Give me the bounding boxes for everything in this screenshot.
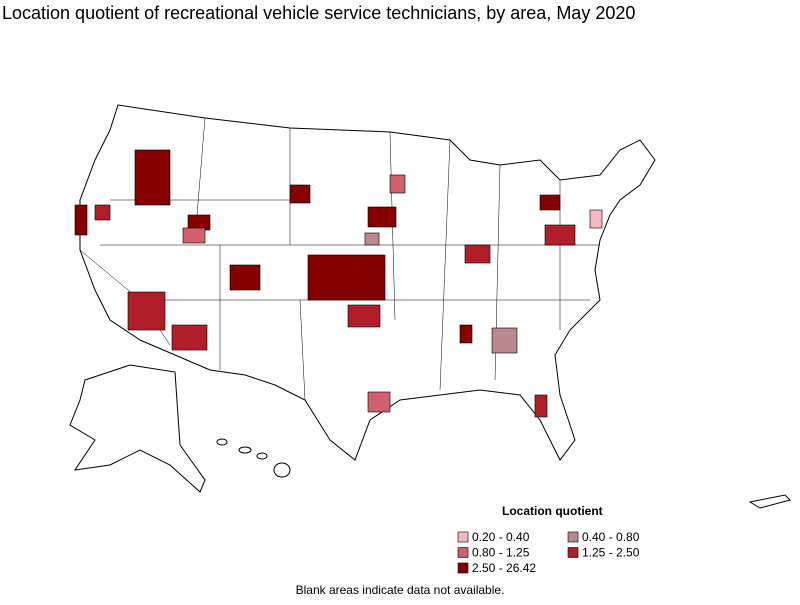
legend-label: 2.50 - 26.42: [472, 561, 536, 575]
legend-swatch: [567, 547, 579, 558]
legend: Location quotient 0.20 - 0.40 0.40 - 0.80…: [457, 504, 640, 575]
region: [74, 204, 88, 236]
legend-swatch: [457, 547, 469, 558]
region: [464, 244, 491, 264]
legend-label: 1.25 - 2.50: [582, 546, 640, 560]
region: [307, 254, 386, 301]
region: [544, 224, 576, 246]
puerto-rico: [748, 494, 791, 509]
region: [534, 394, 548, 418]
region: [171, 324, 208, 351]
region: [459, 324, 473, 344]
region: [229, 264, 261, 291]
region: [182, 227, 206, 244]
map: [69, 104, 791, 509]
region: [539, 194, 561, 211]
legend-label: 0.80 - 1.25: [472, 546, 530, 560]
alaska: [69, 364, 206, 493]
legend-swatch: [457, 531, 469, 543]
legend-swatch: [567, 531, 579, 543]
legend-swatch: [457, 562, 469, 574]
title: Location quotient of recreational vehicl…: [2, 3, 635, 23]
region: [389, 174, 406, 194]
highlighted-areas: [74, 149, 603, 418]
region: [347, 304, 381, 328]
region: [589, 209, 603, 229]
region: [364, 232, 380, 246]
region: [94, 204, 111, 221]
legend-title: Location quotient: [502, 504, 603, 518]
legend-label: 0.20 - 0.40: [472, 530, 530, 544]
region: [491, 327, 518, 354]
region: [134, 149, 171, 206]
region: [127, 291, 166, 331]
hawaii: [216, 438, 291, 478]
region: [367, 206, 397, 228]
footnote: Blank areas indicate data not available.: [296, 583, 505, 597]
legend-label: 0.40 - 0.80: [582, 530, 640, 544]
region: [367, 391, 391, 413]
region: [289, 184, 311, 204]
